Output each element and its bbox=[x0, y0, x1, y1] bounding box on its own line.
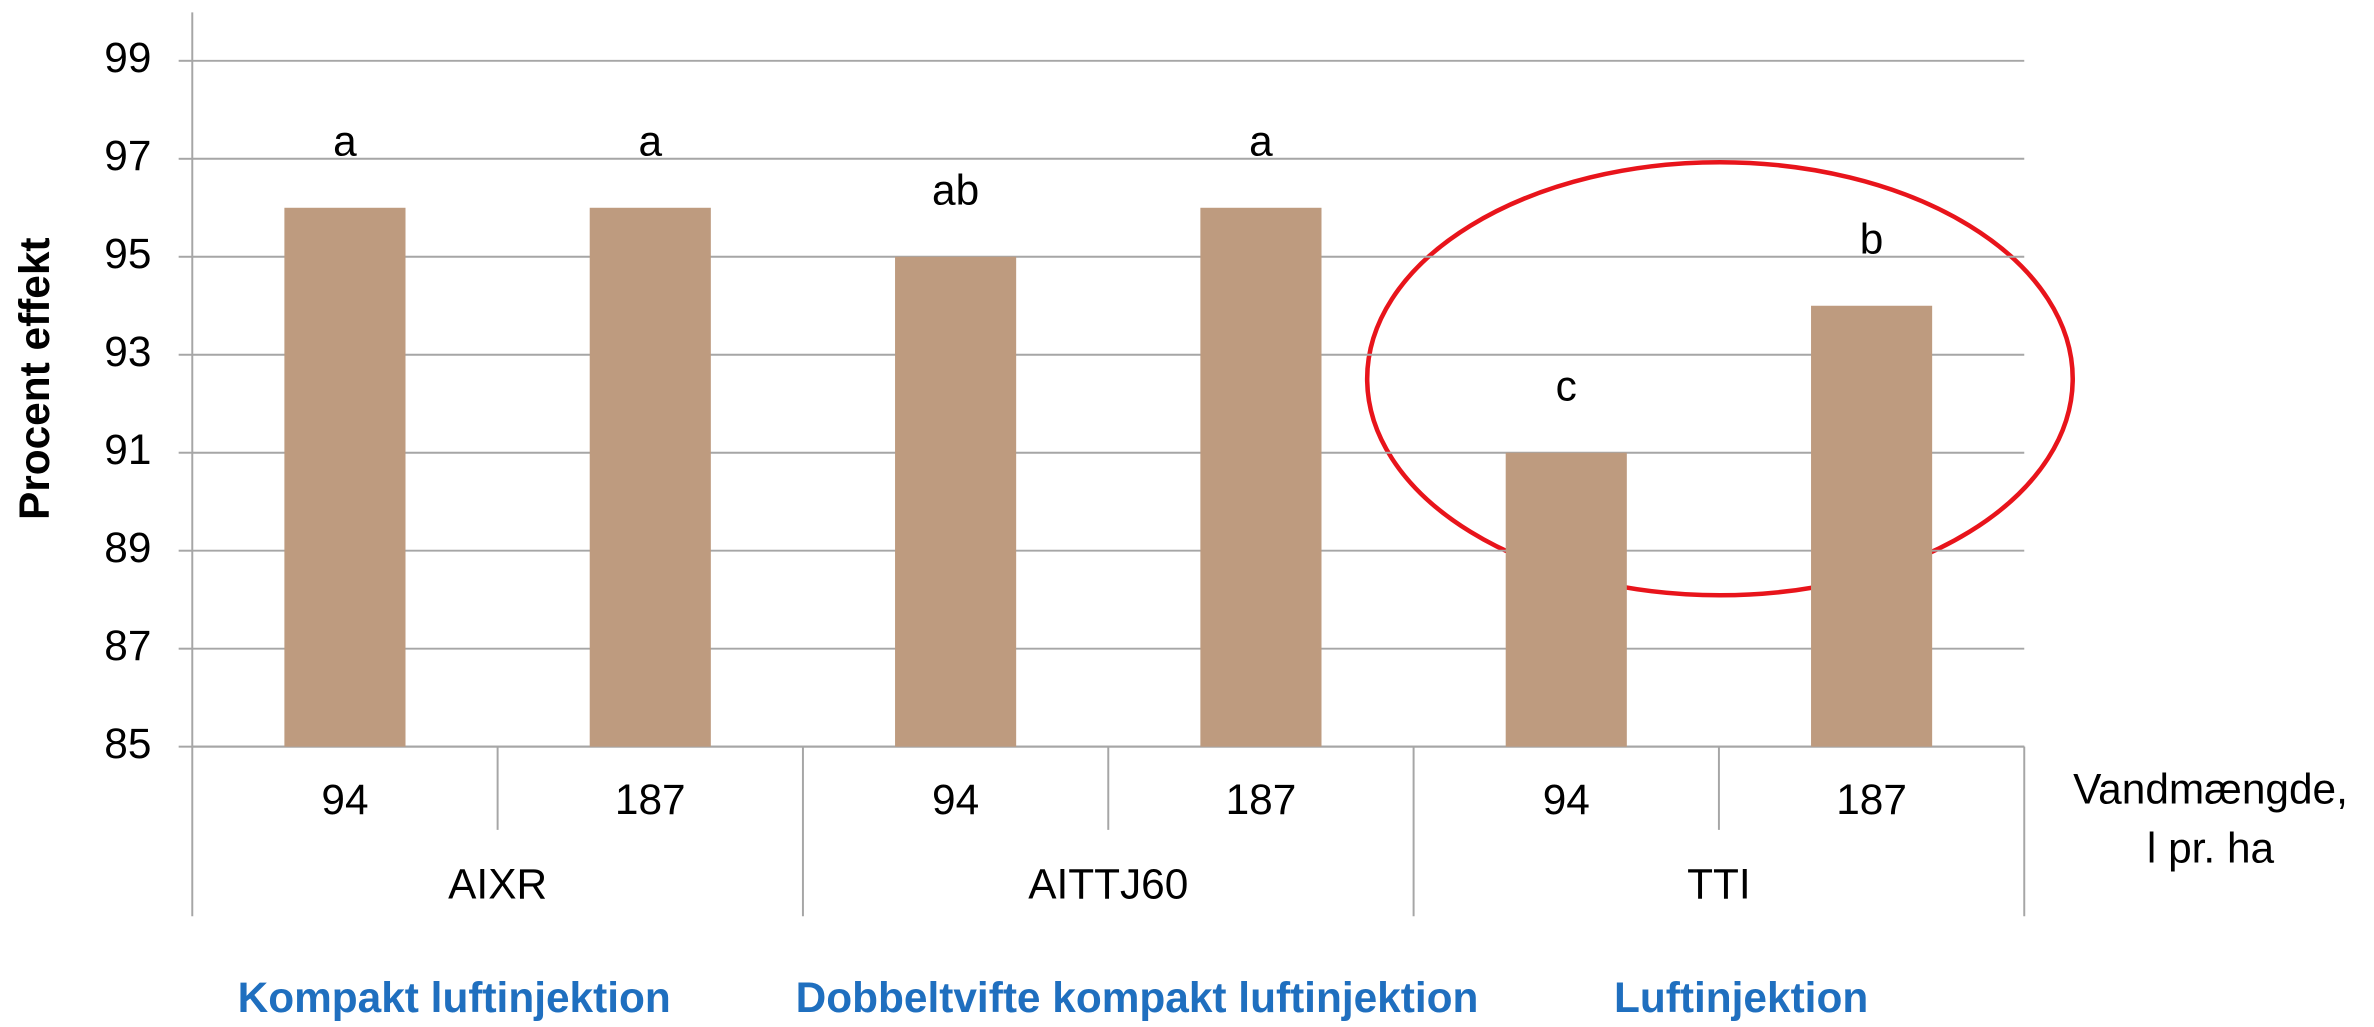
x-tick-label: 94 bbox=[321, 776, 368, 823]
group-label: AIXR bbox=[448, 861, 547, 908]
bar bbox=[1200, 207, 1322, 747]
x-tick-label: 94 bbox=[932, 776, 979, 823]
x-tick-label: 187 bbox=[615, 776, 686, 823]
y-axis-label: Procent effekt bbox=[11, 237, 58, 520]
y-tick-label: 95 bbox=[104, 230, 151, 277]
group-label: TTI bbox=[1687, 861, 1751, 908]
highlight-ellipse bbox=[1364, 159, 2075, 598]
x-axis-label: l pr. ha bbox=[2147, 824, 2275, 871]
bar bbox=[895, 256, 1017, 747]
bar bbox=[1505, 452, 1627, 747]
significance-letter: a bbox=[1249, 117, 1273, 164]
y-tick-label: 93 bbox=[104, 328, 151, 375]
y-tick-label: 87 bbox=[104, 622, 151, 669]
y-tick-label: 89 bbox=[104, 524, 151, 571]
y-tick-label: 97 bbox=[104, 132, 151, 179]
x-tick-label: 187 bbox=[1226, 776, 1297, 823]
x-tick-label: 94 bbox=[1543, 776, 1590, 823]
group-description: Luftinjektion bbox=[1614, 974, 1868, 1021]
group-description: Kompakt luftinjektion bbox=[238, 974, 671, 1021]
significance-letter: c bbox=[1556, 362, 1577, 409]
y-tick-label: 99 bbox=[104, 34, 151, 81]
significance-letter: a bbox=[333, 117, 357, 164]
bar bbox=[589, 207, 711, 747]
significance-letter: b bbox=[1860, 215, 1884, 262]
y-tick-label: 85 bbox=[104, 720, 151, 767]
group-description: Dobbeltvifte kompakt luftinjektion bbox=[796, 974, 1479, 1021]
bar bbox=[284, 207, 406, 747]
group-label: AITTJ60 bbox=[1028, 861, 1188, 908]
bar bbox=[1811, 305, 1933, 747]
significance-letter: ab bbox=[932, 166, 979, 213]
y-tick-label: 91 bbox=[104, 426, 151, 473]
significance-letter: a bbox=[638, 117, 662, 164]
x-axis-label: Vandmængde, bbox=[2073, 765, 2348, 812]
x-tick-label: 187 bbox=[1836, 776, 1907, 823]
